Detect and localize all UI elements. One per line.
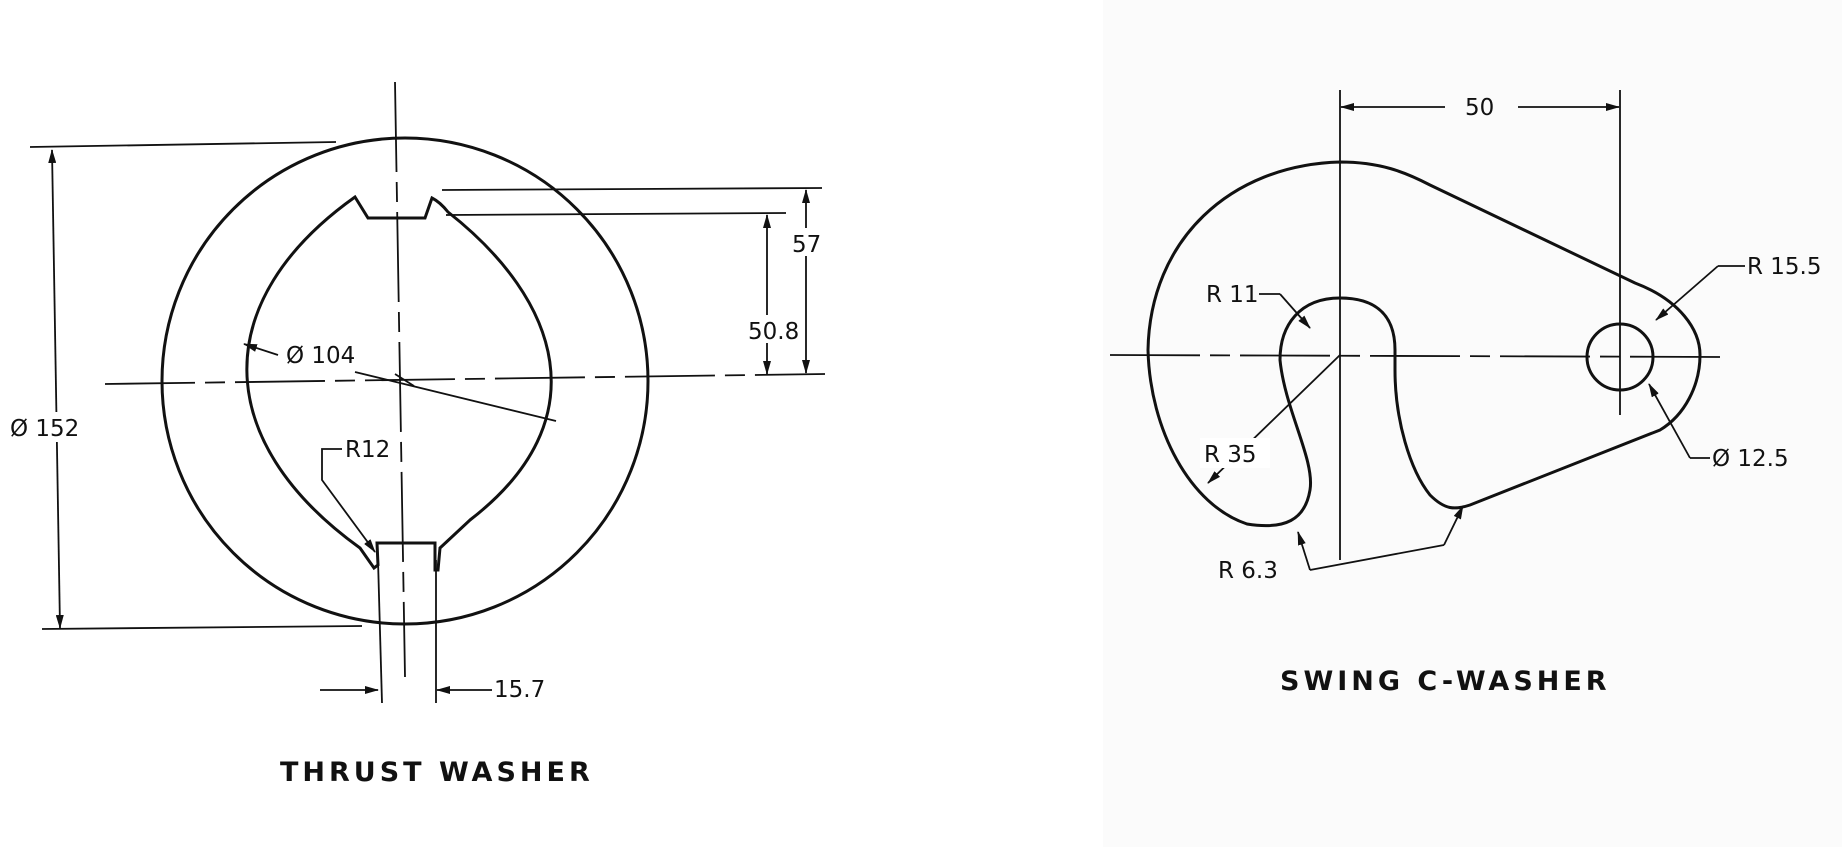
leader-r6-3-left (1297, 531, 1311, 571)
leader-r11 (1279, 293, 1311, 329)
thrust-washer-title: THRUST WASHER (280, 757, 594, 788)
dim-label-152: Ø 152 (10, 416, 79, 442)
dim-label-15-7: 15.7 (494, 677, 545, 703)
dim-label-104: Ø 104 (286, 343, 355, 369)
leader-12-5 (1648, 383, 1691, 459)
label-bg (790, 228, 826, 256)
extension-line-50-8 (445, 212, 787, 216)
swing-c-washer-figure: 50 R 15.5 R 11 R 35 Ø 12.5 R 6.3 SWING (1109, 90, 1822, 697)
dim-label-r12: R12 (345, 437, 390, 463)
leader-104-right (354, 371, 557, 422)
dim-label-r15-5: R 15.5 (1747, 254, 1822, 280)
right-panel-background (1103, 0, 1842, 847)
dim-label-r11: R 11 (1206, 282, 1259, 308)
dim-label-r35: R 35 (1204, 442, 1257, 468)
label-bg (745, 315, 803, 343)
leader-104-left (243, 343, 279, 356)
swing-c-washer-title: SWING C-WASHER (1280, 666, 1611, 697)
leader-r12 (321, 448, 376, 553)
thrust-washer-figure: Ø 152 Ø 104 57 50.8 R12 15.7 THRU (8, 81, 826, 788)
extension-line-slot-left (377, 559, 383, 704)
extension-line-top (29, 141, 337, 148)
extension-line-57 (441, 187, 823, 191)
leader-r6-3-right-a (1309, 544, 1445, 571)
leader-r15-5 (1655, 265, 1719, 321)
dim-label-r6-3: R 6.3 (1218, 558, 1278, 584)
swing-horizontal-centerline (1109, 354, 1731, 358)
center-mark (394, 373, 415, 387)
dim-label-50-8: 50.8 (748, 319, 799, 345)
label-bg (1200, 438, 1270, 468)
label-bg (8, 412, 84, 442)
thrust-washer-horizontal-centerline (104, 373, 826, 385)
dim-label-50: 50 (1465, 95, 1494, 121)
swing-c-washer-outer-profile (1146, 160, 1702, 528)
dim-label-57: 57 (792, 232, 821, 258)
dim-line-152 (48, 149, 64, 629)
leader-r6-3-right-b (1443, 505, 1464, 546)
extension-line-bottom (41, 625, 363, 630)
dim-label-12-5: Ø 12.5 (1712, 446, 1789, 472)
thrust-washer-inner-profile (245, 194, 553, 572)
